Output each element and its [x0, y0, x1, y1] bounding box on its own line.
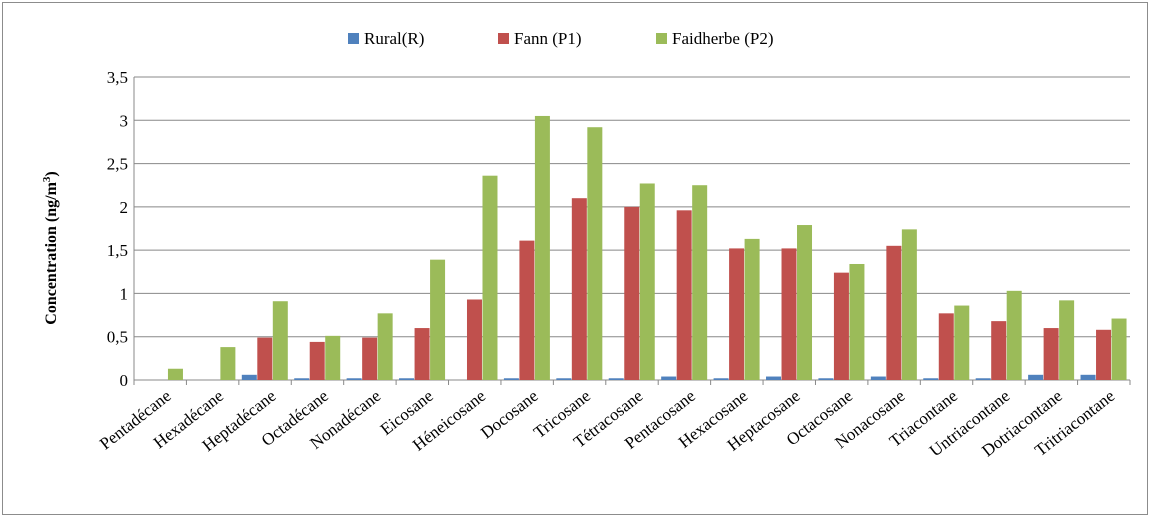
legend-swatch: [656, 33, 667, 44]
bar-faidherbe-p2: [272, 301, 288, 380]
bar-faidherbe-p2: [849, 263, 865, 380]
y-axis-title: Concentration (ng/m3): [41, 171, 60, 324]
bar-faidherbe-p2: [639, 183, 655, 380]
bar-faidherbe-p2: [430, 259, 446, 380]
x-category-label: Docosane: [477, 386, 542, 442]
bar-faidherbe-p2: [1006, 290, 1022, 380]
bar-rural-r: [818, 378, 834, 380]
bar-faidherbe-p2: [744, 238, 760, 380]
y-tick-label: 1,5: [107, 241, 128, 260]
y-tick-label: 0: [120, 371, 129, 390]
bar-fann-p1: [466, 299, 482, 380]
y-tick-label: 2: [120, 198, 129, 217]
bar-rural-r: [1080, 374, 1096, 380]
bar-faidherbe-p2: [482, 175, 498, 380]
y-axis-ticks: 0 0,5 1 1,5 2 2,5 3 3,5: [107, 68, 128, 390]
y-tick-label: 0,5: [107, 328, 128, 347]
bar-fann-p1: [938, 313, 954, 380]
bar-faidherbe-p2: [167, 368, 183, 380]
bar-rural-r: [503, 378, 519, 380]
legend-label: Fann (P1): [514, 29, 582, 48]
bar-faidherbe-p2: [1111, 318, 1127, 380]
y-tick-label: 3,5: [107, 68, 128, 87]
bar-fann-p1: [571, 198, 587, 380]
bar-fann-p1: [833, 272, 849, 380]
y-tick-label: 1: [120, 284, 129, 303]
bar-rural-r: [294, 378, 310, 380]
bar-fann-p1: [309, 341, 325, 380]
bar-faidherbe-p2: [692, 185, 708, 380]
bar-rural-r: [608, 378, 624, 380]
bar-rural-r: [346, 378, 362, 380]
bar-fann-p1: [1096, 329, 1112, 380]
bar-faidherbe-p2: [1059, 300, 1075, 380]
legend: Rural(R) Fann (P1) Faidherbe (P2): [348, 29, 774, 48]
bar-fann-p1: [362, 337, 378, 380]
bar-faidherbe-p2: [325, 335, 341, 380]
bar-faidherbe-p2: [901, 229, 917, 380]
bar-fann-p1: [257, 337, 273, 380]
bar-faidherbe-p2: [220, 347, 236, 380]
bar-fann-p1: [729, 248, 745, 380]
bar-fann-p1: [886, 245, 902, 380]
legend-swatch: [498, 33, 509, 44]
bar-faidherbe-p2: [954, 305, 970, 380]
x-axis-labels: PentadécaneHexadécaneHeptadécaneOctadéca…: [96, 386, 1118, 460]
bar-rural-r: [556, 378, 572, 380]
legend-swatch: [348, 33, 359, 44]
bar-rural-r: [975, 378, 991, 380]
legend-label: Rural(R): [364, 29, 424, 48]
bar-fann-p1: [676, 210, 692, 380]
bar-rural-r: [241, 374, 257, 380]
bar-fann-p1: [781, 248, 797, 380]
bar-faidherbe-p2: [587, 127, 603, 380]
bar-fann-p1: [1043, 328, 1059, 380]
bar-faidherbe-p2: [797, 225, 813, 380]
bar-rural-r: [766, 376, 782, 380]
bar-fann-p1: [624, 206, 640, 380]
bar-fann-p1: [991, 321, 1007, 380]
bar-rural-r: [923, 378, 939, 380]
y-tick-label: 3: [120, 111, 129, 130]
bar-fann-p1: [519, 240, 535, 380]
bar-rural-r: [661, 376, 677, 380]
y-tick-label: 2,5: [107, 155, 128, 174]
bar-rural-r: [399, 378, 415, 380]
bars: [167, 115, 1127, 380]
legend-label: Faidherbe (P2): [672, 29, 774, 48]
bar-faidherbe-p2: [534, 115, 550, 380]
bar-rural-r: [870, 376, 886, 380]
bar-rural-r: [713, 378, 729, 380]
bar-faidherbe-p2: [377, 313, 393, 380]
bar-fann-p1: [414, 328, 430, 380]
bar-rural-r: [1028, 374, 1044, 380]
